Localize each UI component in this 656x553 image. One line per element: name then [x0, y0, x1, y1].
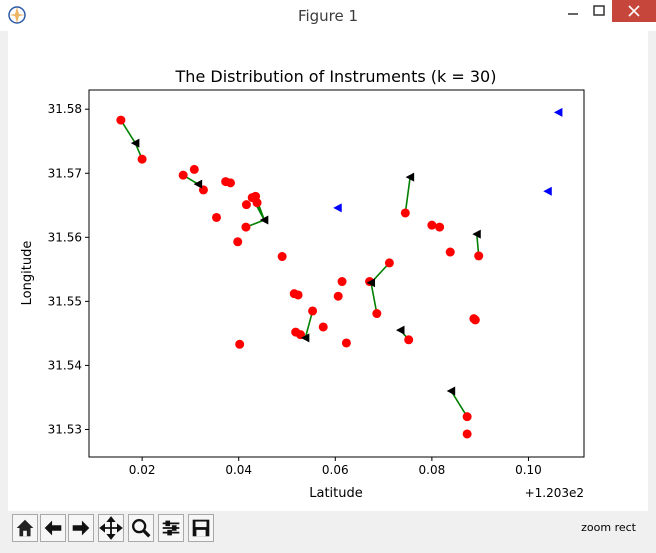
assignment-line — [304, 310, 314, 339]
instrument-point — [178, 170, 188, 180]
instrument-point — [241, 200, 251, 210]
y-axis-label: Longitude — [20, 241, 35, 306]
assigned-center-marker — [366, 278, 376, 288]
instrument-point — [318, 322, 328, 332]
assignment-line — [404, 176, 411, 214]
x-offset-label: +1.203e2 — [525, 486, 584, 500]
navigation-toolbar: zoom rect — [8, 511, 648, 545]
instrument-point — [462, 412, 472, 422]
save-icon — [192, 519, 210, 537]
instrument-point — [341, 338, 351, 348]
window-frame-left — [0, 31, 8, 553]
minimize-button[interactable] — [560, 0, 586, 22]
assigned-center-marker — [259, 215, 269, 225]
instrument-point — [470, 315, 480, 325]
maximize-icon — [593, 5, 605, 16]
close-button[interactable] — [612, 0, 656, 22]
instrument-point — [116, 115, 126, 125]
window-title: Figure 1 — [297, 7, 359, 25]
instrument-point — [277, 252, 287, 262]
forward-button[interactable] — [68, 514, 94, 542]
assignment-line — [370, 282, 378, 314]
close-icon — [628, 5, 640, 17]
window-titlebar: Figure 1 — [0, 0, 656, 32]
y-tick-label: 31.57 — [48, 166, 82, 180]
instrument-point — [462, 429, 472, 439]
instrument-point — [241, 222, 251, 232]
y-tick-label: 31.54 — [48, 358, 82, 372]
assigned-center-marker — [395, 325, 405, 335]
x-tick-label: 0.02 — [129, 463, 156, 477]
home-button[interactable] — [12, 514, 38, 542]
assigned-center-marker — [130, 138, 140, 148]
subplots-config-icon — [162, 520, 180, 536]
instrument-point — [211, 212, 221, 222]
x-tick-label: 0.08 — [419, 463, 446, 477]
instrument-point — [427, 220, 437, 230]
pan-button[interactable] — [98, 514, 124, 542]
home-icon — [16, 519, 34, 537]
y-tick-label: 31.56 — [48, 230, 82, 244]
toolbar-status: zoom rect — [581, 521, 636, 534]
x-axis-label: Latitude — [309, 486, 363, 501]
instrument-point — [293, 290, 303, 300]
y-tick-label: 31.55 — [48, 294, 82, 308]
assignment-line — [120, 119, 137, 144]
forward-arrow-icon — [72, 520, 90, 536]
maximize-button[interactable] — [586, 0, 612, 22]
window-frame-bottom — [0, 545, 656, 553]
plot-area — [88, 89, 585, 458]
window-frame-right — [648, 31, 656, 553]
instrument-point — [445, 247, 455, 257]
instrument-point — [404, 335, 414, 345]
instrument-point — [252, 198, 262, 208]
instrument-point — [474, 251, 484, 261]
y-tick-label: 31.53 — [48, 422, 82, 436]
chart-title: The Distribution of Instruments (k = 30) — [175, 67, 497, 86]
assigned-center-marker — [446, 386, 456, 396]
instrument-point — [225, 178, 235, 188]
zoom-icon — [132, 519, 151, 538]
assignment-line — [450, 390, 468, 418]
scatter-chart: 0.02 0.04 0.06 0.08 0.10 31.53 31.54 31.55 31.56… — [20, 67, 585, 501]
instrument-point — [337, 277, 347, 287]
instrument-point — [235, 339, 245, 349]
x-tick-label: 0.04 — [225, 463, 252, 477]
instrument-point — [308, 306, 318, 316]
instrument-point — [233, 237, 243, 247]
instrument-point — [333, 291, 343, 301]
instrument-point — [400, 208, 410, 218]
assigned-center-marker — [300, 333, 310, 343]
back-arrow-icon — [44, 520, 62, 536]
instrument-point — [384, 258, 394, 268]
assigned-center-marker — [193, 179, 203, 189]
assigned-center-marker — [472, 229, 481, 239]
y-tick-label: 31.58 — [48, 102, 82, 116]
instrument-point — [435, 222, 445, 232]
assigned-center-marker — [405, 172, 415, 182]
unused-center-marker — [553, 107, 563, 117]
subplots-config-button[interactable] — [158, 514, 184, 542]
save-button[interactable] — [188, 514, 214, 542]
instrument-point — [137, 154, 147, 164]
unused-center-marker — [333, 203, 342, 213]
figure-canvas[interactable]: 0.02 0.04 0.06 0.08 0.10 31.53 31.54 31.55 31.56… — [8, 31, 648, 510]
back-button[interactable] — [40, 514, 66, 542]
unused-center-marker — [543, 186, 552, 196]
x-tick-label: 0.06 — [322, 463, 349, 477]
zoom-button[interactable] — [128, 514, 154, 542]
instrument-point — [372, 309, 382, 319]
pan-icon — [99, 516, 123, 540]
app-icon — [8, 6, 26, 24]
instrument-point — [189, 164, 199, 174]
x-tick-label: 0.10 — [515, 463, 542, 477]
